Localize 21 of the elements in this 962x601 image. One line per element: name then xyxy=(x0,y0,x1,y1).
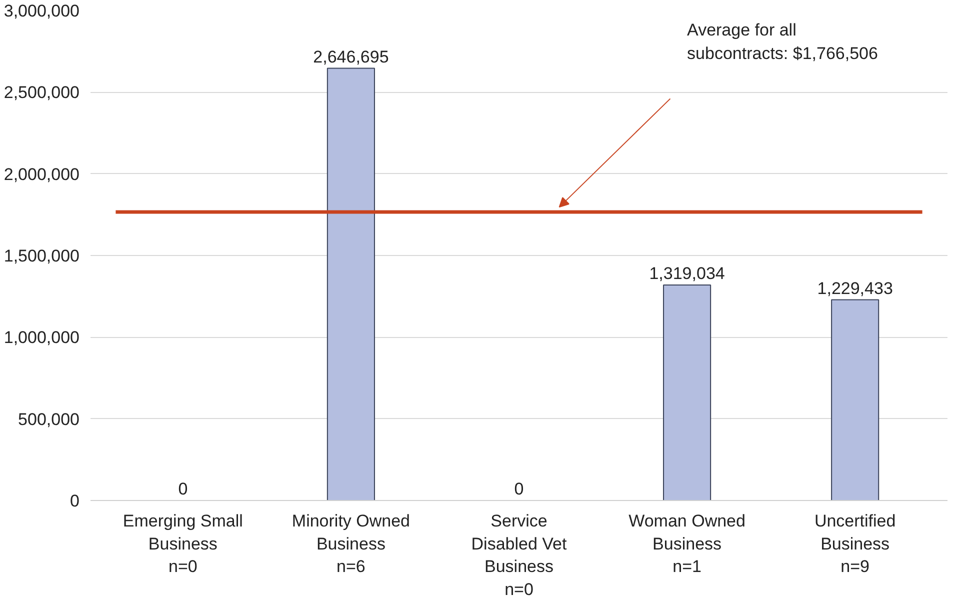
data-label: 1,229,433 xyxy=(817,278,893,298)
y-tick-label: 2,500,000 xyxy=(4,83,80,102)
y-tick-label: 1,500,000 xyxy=(4,246,80,266)
x-tick-label: Service Disabled Vet Business n=0 xyxy=(471,512,567,599)
data-label: 0 xyxy=(514,480,524,499)
y-tick-label: 1,000,000 xyxy=(4,328,80,348)
data-label: 1,319,034 xyxy=(649,264,725,284)
x-tick-label: Uncertified Business n=9 xyxy=(814,512,896,576)
x-tick-label: Minority Owned Business n=6 xyxy=(292,512,410,576)
annotation: Average for all subcontracts: $1,766,506 xyxy=(687,20,878,64)
data-label: 0 xyxy=(178,480,188,499)
y-tick-label: 500,000 xyxy=(18,410,80,429)
bar xyxy=(326,68,375,500)
x-tick-label: Emerging Small Business n=0 xyxy=(122,512,243,576)
bar xyxy=(663,284,712,500)
bar xyxy=(831,299,880,500)
y-tick-label: 2,000,000 xyxy=(4,164,80,184)
y-tick-label: 3,000,000 xyxy=(4,2,80,20)
y-tick-label: 0 xyxy=(70,492,80,510)
x-tick-label: Woman Owned Business n=1 xyxy=(628,512,746,576)
data-label: 2,646,695 xyxy=(313,47,389,66)
